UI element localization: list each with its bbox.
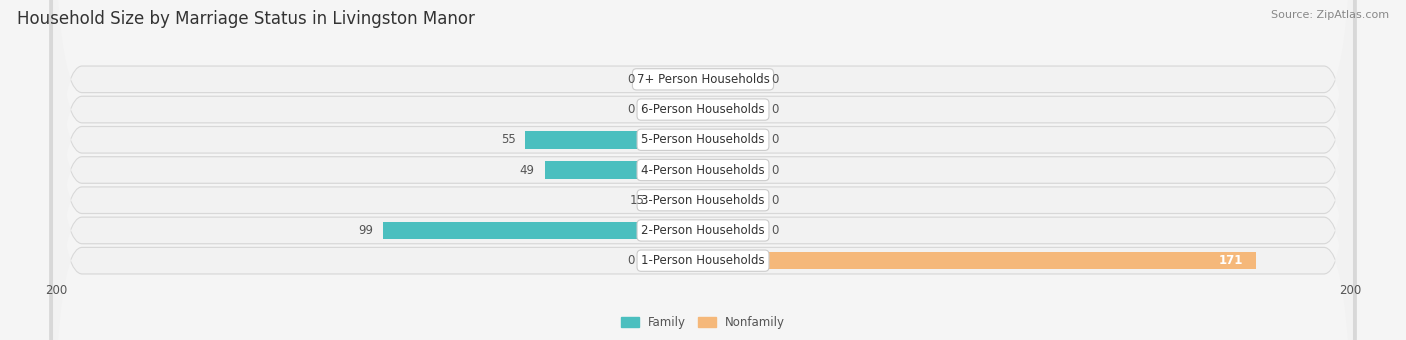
FancyBboxPatch shape [53,1,1353,340]
Text: 6-Person Households: 6-Person Households [641,103,765,116]
Bar [526,131,703,149]
Text: 99: 99 [359,224,373,237]
Bar [703,222,761,239]
Text: Household Size by Marriage Status in Livingston Manor: Household Size by Marriage Status in Liv… [17,10,475,28]
FancyBboxPatch shape [49,0,1357,340]
Bar [703,191,761,209]
Bar [544,161,703,179]
FancyBboxPatch shape [49,0,1357,340]
Bar [703,71,761,88]
FancyBboxPatch shape [49,0,1357,340]
Text: 0: 0 [770,194,779,207]
Text: 7+ Person Households: 7+ Person Households [637,73,769,86]
Text: 0: 0 [770,103,779,116]
Bar [703,161,761,179]
Text: 2-Person Households: 2-Person Households [641,224,765,237]
FancyBboxPatch shape [53,0,1353,339]
FancyBboxPatch shape [53,0,1353,340]
Text: 1-Person Households: 1-Person Households [641,254,765,267]
FancyBboxPatch shape [49,0,1357,340]
Bar [645,101,703,118]
Bar [703,131,761,149]
Text: 55: 55 [501,133,516,146]
FancyBboxPatch shape [53,0,1353,340]
Text: 171: 171 [1219,254,1243,267]
FancyBboxPatch shape [53,0,1353,340]
Legend: Family, Nonfamily: Family, Nonfamily [616,311,790,334]
Text: 0: 0 [770,164,779,176]
Bar [655,191,703,209]
FancyBboxPatch shape [53,0,1353,340]
FancyBboxPatch shape [49,0,1357,340]
Text: 0: 0 [627,73,636,86]
Text: 0: 0 [627,254,636,267]
FancyBboxPatch shape [53,0,1353,340]
Bar [703,252,1256,269]
Text: 0: 0 [770,224,779,237]
Text: 0: 0 [770,133,779,146]
Bar [382,222,703,239]
Bar [645,252,703,269]
Text: 15: 15 [630,194,645,207]
FancyBboxPatch shape [49,0,1357,340]
Text: 0: 0 [770,73,779,86]
FancyBboxPatch shape [49,0,1357,340]
Bar [645,71,703,88]
Text: 5-Person Households: 5-Person Households [641,133,765,146]
Text: 0: 0 [627,103,636,116]
Text: Source: ZipAtlas.com: Source: ZipAtlas.com [1271,10,1389,20]
Text: 4-Person Households: 4-Person Households [641,164,765,176]
Text: 49: 49 [520,164,534,176]
Bar [703,101,761,118]
Text: 3-Person Households: 3-Person Households [641,194,765,207]
